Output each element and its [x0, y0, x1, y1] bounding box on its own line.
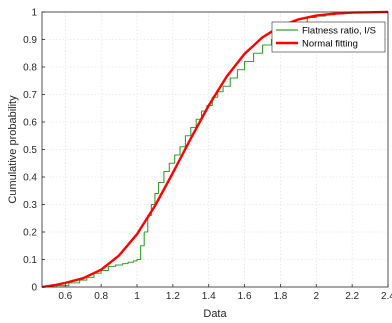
- legend-box: [271, 21, 386, 53]
- x-tick-label: 2: [314, 291, 320, 302]
- y-tick-label: 0.4: [23, 173, 37, 184]
- x-tick-label: 2.4: [381, 291, 392, 302]
- y-tick-label: 0.1: [23, 255, 37, 266]
- y-tick-label: 0: [31, 283, 37, 294]
- y-tick-label: 0.5: [23, 145, 37, 156]
- x-axis-title: Data: [203, 308, 227, 320]
- x-tick-label: 1.6: [238, 291, 252, 302]
- x-tick-label: 1.2: [166, 291, 180, 302]
- x-tick-label: 1.8: [273, 291, 287, 302]
- ticks: 0.6 0.8 1 1.2 1.4 1.6 1.8 2 2.2 2.4 0 0.1 0.2 0.3 0.4 0…: [23, 8, 392, 303]
- x-tick-label: 0.6: [58, 291, 72, 302]
- x-tick-label: 2.2: [345, 291, 359, 302]
- y-tick-label: 0.9: [23, 35, 37, 46]
- x-tick-label: 0.8: [94, 291, 108, 302]
- legend-label-flatness-ratio: Flatness ratio, I/S: [302, 26, 376, 37]
- y-axis-title: Cumulative probability: [7, 95, 19, 204]
- legend-label-normal-fitting: Normal fitting: [302, 39, 358, 50]
- x-tick-label: 1: [134, 291, 140, 302]
- y-tick-label: 0.6: [23, 118, 37, 129]
- y-tick-label: 0.8: [23, 63, 37, 74]
- x-tick-label: 1.4: [202, 291, 216, 302]
- y-tick-label: 1: [31, 8, 37, 19]
- legend: Flatness ratio, I/S Normal fitting: [271, 21, 386, 53]
- y-tick-label: 0.7: [23, 90, 37, 101]
- y-tick-label: 0.3: [23, 200, 37, 211]
- y-tick-label: 0.2: [23, 228, 37, 239]
- series-line-normal-fitting: [41, 10, 389, 289]
